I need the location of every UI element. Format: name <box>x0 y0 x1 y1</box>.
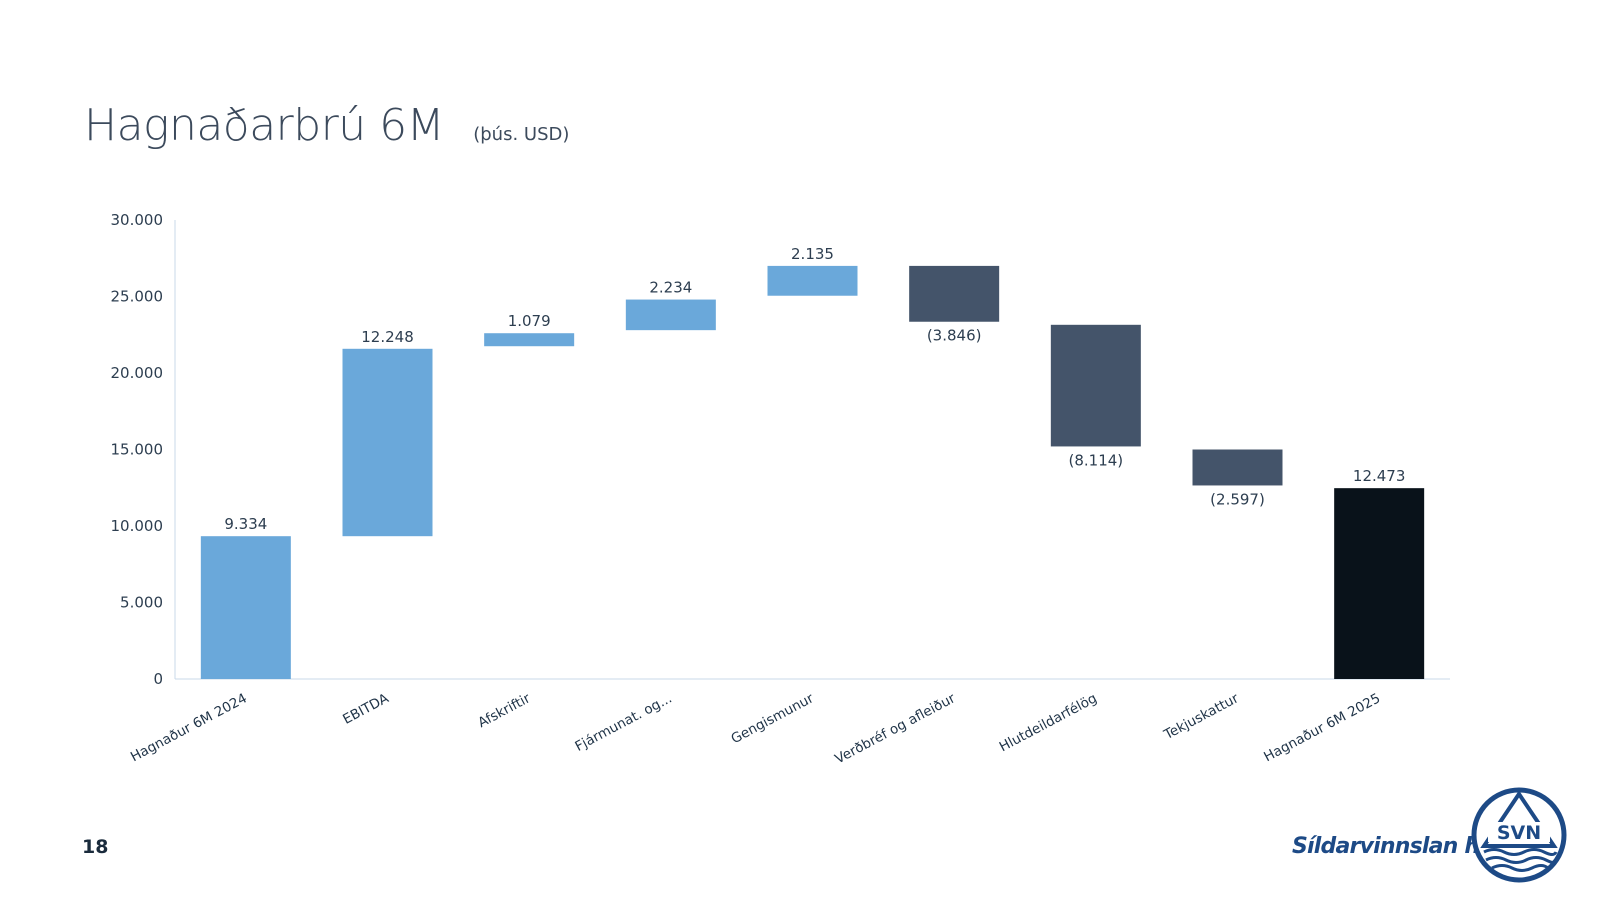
bar-increase <box>342 348 433 537</box>
data-label: 2.135 <box>791 245 834 263</box>
bar-increase <box>767 265 858 296</box>
x-category-label: Afskriftir <box>475 690 533 731</box>
svn-logo-icon: SVN <box>1471 787 1567 883</box>
data-label: (3.846) <box>927 327 982 345</box>
x-category-label: Tekjuskattur <box>1161 690 1242 743</box>
x-category-label: Verðbréf og afleiður <box>832 690 958 767</box>
y-tick-label: 10.000 <box>111 517 164 535</box>
y-tick-label: 15.000 <box>111 441 164 459</box>
bar-decrease <box>1050 324 1141 447</box>
data-label: (8.114) <box>1069 451 1124 469</box>
x-category-label: Fjármunat. og... <box>573 690 675 754</box>
page-number: 18 <box>82 836 109 858</box>
bar-increase <box>484 333 575 347</box>
bar-increase <box>625 299 716 331</box>
data-label: 2.234 <box>649 279 692 297</box>
bar-decrease <box>1192 449 1283 486</box>
y-tick-label: 0 <box>153 670 163 688</box>
page-title: Hagnaðarbrú 6M <box>84 100 445 151</box>
x-category-label: Hlutdeildarfélög <box>997 690 1100 755</box>
x-category-label: Hagnaður 6M 2024 <box>128 690 250 765</box>
data-label: 12.473 <box>1353 467 1406 485</box>
page-subtitle: (þús. USD) <box>473 124 570 145</box>
y-tick-label: 5.000 <box>120 594 163 612</box>
y-tick-label: 30.000 <box>111 211 164 229</box>
data-label: 12.248 <box>361 328 414 346</box>
slide-title-block: Hagnaðarbrú 6M (þús. USD) <box>84 100 569 151</box>
bar-decrease <box>909 265 1000 322</box>
bar-total-start <box>200 536 291 679</box>
x-category-label: Gengismunur <box>728 690 816 747</box>
x-category-label: Hagnaður 6M 2025 <box>1261 690 1383 765</box>
bar-total-end <box>1334 488 1425 679</box>
y-tick-label: 20.000 <box>111 364 164 382</box>
x-category-label: EBITDA <box>340 690 392 728</box>
logo-text: SVN <box>1497 822 1541 844</box>
data-label: 9.334 <box>224 515 267 533</box>
y-tick-label: 25.000 <box>111 288 164 306</box>
data-label: 1.079 <box>508 312 551 330</box>
brand-name: Síldarvinnslan hf <box>1292 834 1489 859</box>
data-label: (2.597) <box>1210 490 1265 508</box>
